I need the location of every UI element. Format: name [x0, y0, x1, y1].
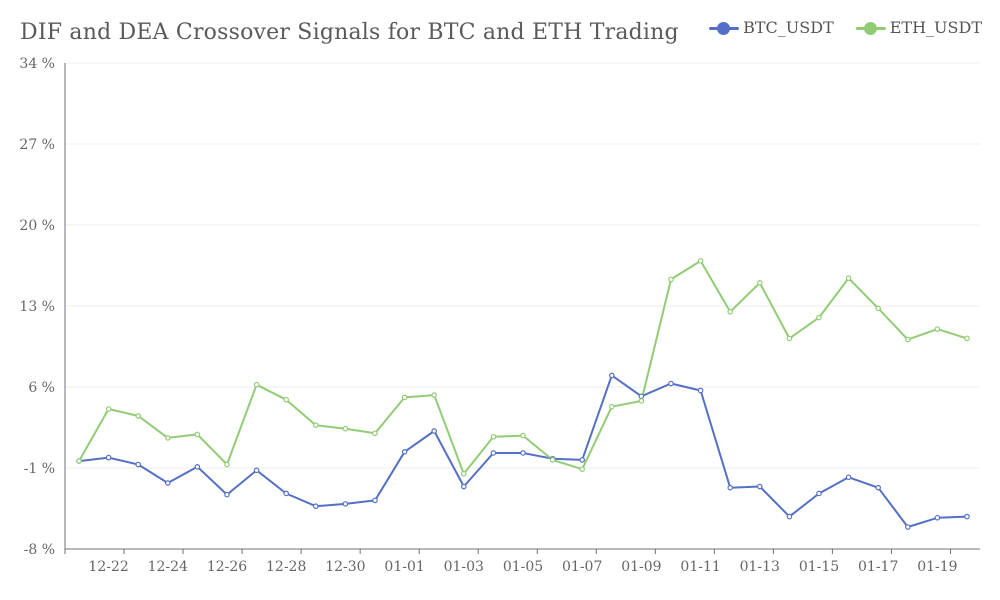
data-point-eth_usdt	[638, 398, 645, 404]
data-point-eth_usdt	[76, 458, 82, 464]
y-tick-label: 20 %	[19, 218, 55, 234]
data-point-btc_usdt	[934, 514, 941, 521]
data-point-eth_usdt	[845, 275, 852, 282]
x-tick-label: 01-03	[444, 559, 484, 575]
data-point-btc_usdt	[875, 484, 882, 491]
y-tick-label: 13 %	[19, 299, 55, 315]
data-point-btc_usdt	[342, 501, 349, 507]
legend: BTC_USDT ETH_USDT	[709, 18, 982, 37]
data-point-eth_usdt	[165, 435, 171, 441]
data-point-eth_usdt	[934, 326, 941, 332]
series-line-eth_usdt	[78, 259, 968, 475]
data-point-btc_usdt	[816, 490, 822, 497]
data-point-btc_usdt	[964, 513, 970, 520]
legend-label-btc: BTC_USDT	[743, 18, 834, 37]
data-point-eth_usdt	[875, 305, 882, 312]
data-point-btc_usdt	[460, 483, 467, 490]
y-tick-label: 6 %	[28, 380, 55, 396]
x-tick-label: 01-13	[740, 559, 780, 575]
data-point-btc_usdt	[520, 450, 526, 456]
y-tick-label: 27 %	[19, 137, 55, 153]
x-tick-label: 01-07	[562, 559, 602, 575]
data-point-btc_usdt	[756, 483, 763, 490]
data-point-eth_usdt	[668, 276, 674, 283]
data-point-eth_usdt	[401, 394, 408, 401]
data-point-btc_usdt	[253, 467, 260, 474]
x-tick-label: 01-11	[680, 559, 720, 575]
data-point-eth_usdt	[490, 433, 497, 440]
data-point-eth_usdt	[372, 430, 378, 437]
y-tick-label: -1 %	[24, 461, 55, 477]
data-point-eth_usdt	[431, 392, 438, 398]
data-point-eth_usdt	[342, 425, 349, 432]
x-tick-label: 12-22	[88, 559, 128, 575]
data-point-btc_usdt	[135, 461, 142, 468]
data-point-eth_usdt	[520, 432, 526, 439]
legend-swatch-btc	[709, 21, 740, 35]
data-point-btc_usdt	[372, 497, 378, 504]
data-point-eth_usdt	[194, 431, 201, 438]
data-point-btc_usdt	[904, 524, 911, 530]
data-point-eth_usdt	[224, 461, 230, 468]
x-tick-label: 01-17	[858, 559, 898, 575]
data-point-btc_usdt	[401, 448, 408, 455]
x-tick-label: 12-26	[207, 559, 247, 575]
data-point-btc_usdt	[224, 491, 230, 498]
data-point-btc_usdt	[579, 457, 586, 463]
x-tick-label: 01-05	[503, 559, 543, 575]
data-point-btc_usdt	[312, 503, 319, 509]
data-point-eth_usdt	[283, 396, 290, 403]
data-point-btc_usdt	[608, 372, 615, 379]
data-point-eth_usdt	[964, 335, 970, 342]
legend-label-eth: ETH_USDT	[889, 18, 982, 37]
data-point-eth_usdt	[253, 381, 260, 388]
data-point-eth_usdt	[816, 314, 822, 321]
data-point-btc_usdt	[697, 387, 704, 394]
data-point-btc_usdt	[668, 380, 674, 387]
data-point-btc_usdt	[165, 480, 171, 486]
legend-swatch-eth	[855, 21, 886, 35]
data-point-btc_usdt	[727, 484, 734, 491]
x-tick-label: 01-19	[917, 559, 957, 575]
data-point-btc_usdt	[786, 513, 793, 520]
y-tick-label: 34 %	[19, 56, 55, 72]
data-point-eth_usdt	[904, 336, 911, 343]
data-point-btc_usdt	[105, 454, 112, 461]
data-point-eth_usdt	[697, 258, 704, 264]
data-point-btc_usdt	[490, 450, 497, 456]
x-tick-label: 01-15	[799, 559, 839, 575]
chart-title: DIF and DEA Crossover Signals for BTC an…	[20, 20, 679, 45]
x-tick-label: 12-24	[148, 559, 188, 575]
data-point-btc_usdt	[431, 428, 438, 434]
x-tick-label: 12-28	[266, 559, 306, 575]
legend-item-eth[interactable]: ETH_USDT	[855, 18, 982, 37]
data-point-eth_usdt	[460, 470, 467, 477]
data-point-btc_usdt	[638, 393, 645, 400]
data-point-eth_usdt	[549, 457, 556, 463]
x-tick-label: 01-01	[384, 559, 424, 575]
y-tick-label: -8 %	[24, 542, 55, 558]
data-point-eth_usdt	[608, 403, 615, 410]
legend-item-btc[interactable]: BTC_USDT	[709, 18, 834, 37]
data-point-btc_usdt	[845, 474, 852, 481]
x-tick-label: 12-30	[325, 559, 365, 575]
data-point-btc_usdt	[194, 464, 201, 470]
data-point-eth_usdt	[105, 406, 112, 412]
data-point-eth_usdt	[312, 422, 319, 428]
data-point-eth_usdt	[135, 413, 142, 419]
data-point-btc_usdt	[283, 490, 290, 497]
data-point-eth_usdt	[786, 335, 793, 342]
data-point-eth_usdt	[579, 466, 586, 472]
data-point-eth_usdt	[756, 280, 763, 286]
data-point-eth_usdt	[727, 308, 734, 315]
x-tick-label: 01-09	[621, 559, 661, 575]
